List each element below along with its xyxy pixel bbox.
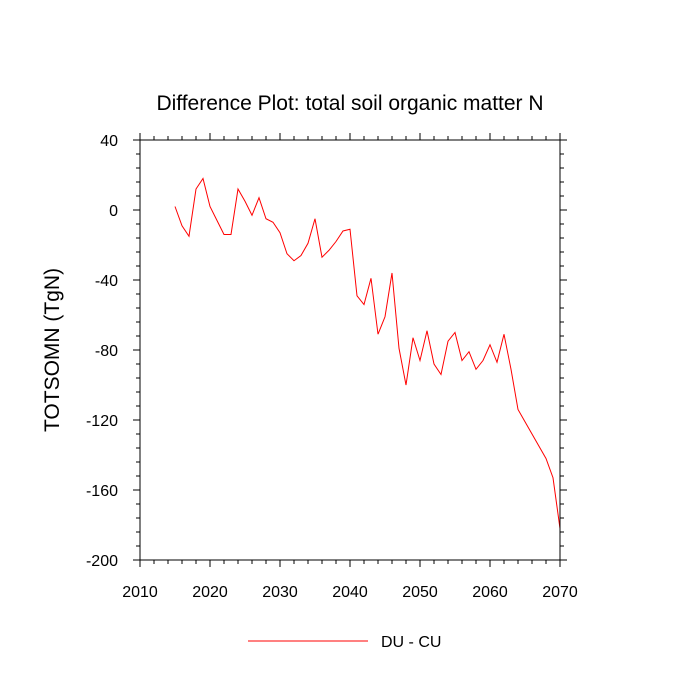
x-tick-label: 2040 <box>332 584 368 601</box>
y-tick-label: 0 <box>109 203 118 220</box>
x-tick-label: 2030 <box>262 584 298 601</box>
x-tick-label: 2060 <box>472 584 508 601</box>
y-tick-label: -160 <box>86 483 118 500</box>
y-axis-label: TOTSOMN (TgN) <box>41 268 64 432</box>
y-tick-label: -120 <box>86 413 118 430</box>
x-tick-label: 2050 <box>402 584 438 601</box>
plot-area <box>174 177 561 529</box>
y-tick-label: 40 <box>100 133 118 150</box>
legend: DU - CU <box>248 634 441 651</box>
x-tick-label: 2020 <box>192 584 228 601</box>
x-tick-label: 2010 <box>122 584 158 601</box>
series-line-du-cu <box>174 177 561 529</box>
plot-frame <box>139 139 561 561</box>
y-tick-label: -200 <box>86 553 118 570</box>
legend-label-du-cu: DU - CU <box>381 634 441 651</box>
chart-title: Difference Plot: total soil organic matt… <box>156 92 543 115</box>
x-tick-label: 2070 <box>542 584 578 601</box>
y-tick-label: -80 <box>95 343 118 360</box>
y-tick-label: -40 <box>95 273 118 290</box>
